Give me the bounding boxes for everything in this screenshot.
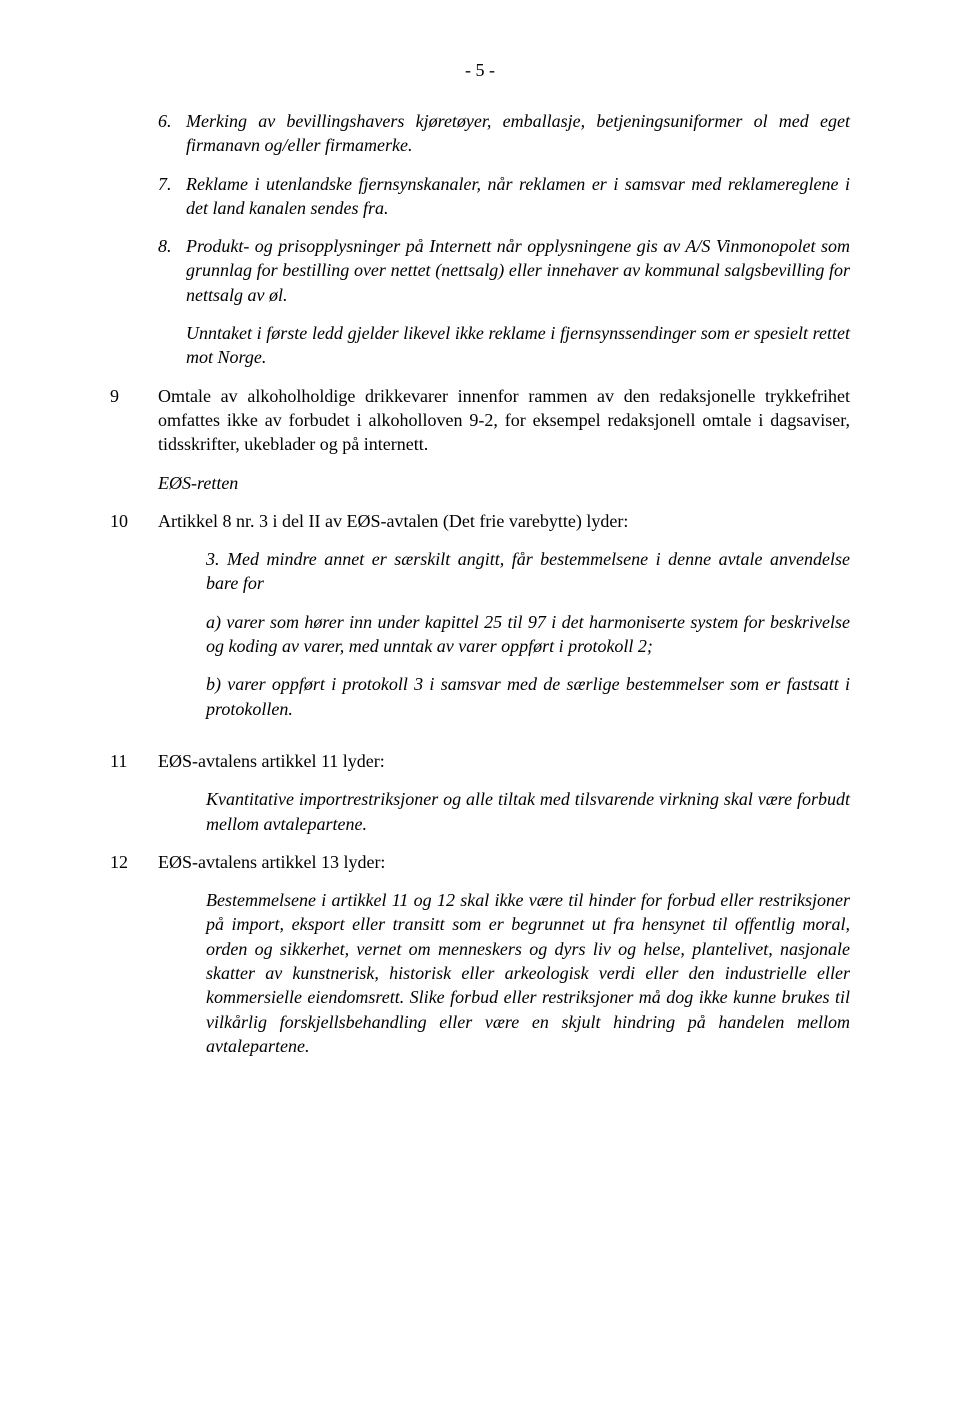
exception-list: 6. Merking av bevillingshavers kjøretøye… bbox=[110, 109, 850, 370]
paragraph-number: 11 bbox=[110, 749, 158, 773]
item-text: Reklame i utenlandske fjernsynskanaler, … bbox=[186, 172, 850, 221]
quote-body: 3. Med mindre annet er særskilt angitt, … bbox=[158, 547, 850, 735]
quote-block: Bestemmelsene i artikkel 11 og 12 skal i… bbox=[110, 888, 850, 1058]
list-item: 6. Merking av bevillingshavers kjøretøye… bbox=[158, 109, 850, 158]
paragraph-10: 10 Artikkel 8 nr. 3 i del II av EØS-avta… bbox=[110, 509, 850, 533]
paragraph-text: EØS-avtalens artikkel 13 lyder: bbox=[158, 850, 850, 874]
paragraph-text: EØS-avtalens artikkel 11 lyder: bbox=[158, 749, 850, 773]
item-text: Merking av bevillingshavers kjøretøyer, … bbox=[186, 109, 850, 158]
quote-item-a: a) varer som hører inn under kapittel 25… bbox=[206, 610, 850, 659]
paragraph-11: 11 EØS-avtalens artikkel 11 lyder: bbox=[110, 749, 850, 773]
item-text: Produkt- og prisopplysninger på Internet… bbox=[186, 234, 850, 307]
paragraph-number: 9 bbox=[110, 384, 158, 408]
paragraph-number: 10 bbox=[110, 509, 158, 533]
item-number: 6. bbox=[158, 109, 186, 133]
page-number: - 5 - bbox=[110, 60, 850, 81]
list-item: 7. Reklame i utenlandske fjernsynskanale… bbox=[158, 172, 850, 221]
quote-item-b: b) varer oppført i protokoll 3 i samsvar… bbox=[206, 672, 850, 721]
paragraph-text: Omtale av alkoholholdige drikkevarer inn… bbox=[158, 384, 850, 457]
quote-block: 3. Med mindre annet er særskilt angitt, … bbox=[110, 547, 850, 735]
paragraph-9: 9 Omtale av alkoholholdige drikkevarer i… bbox=[110, 384, 850, 457]
quote-text: Kvantitative importrestriksjoner og alle… bbox=[158, 787, 850, 836]
quote-block: Kvantitative importrestriksjoner og alle… bbox=[110, 787, 850, 836]
paragraph-text: Artikkel 8 nr. 3 i del II av EØS-avtalen… bbox=[158, 509, 850, 533]
quote-intro: 3. Med mindre annet er særskilt angitt, … bbox=[206, 547, 850, 596]
document-page: - 5 - 6. Merking av bevillingshavers kjø… bbox=[0, 0, 960, 1414]
quote-text: Bestemmelsene i artikkel 11 og 12 skal i… bbox=[158, 888, 850, 1058]
section-heading-row: EØS-retten bbox=[110, 471, 850, 495]
list-item: 8. Produkt- og prisopplysninger på Inter… bbox=[158, 234, 850, 307]
item-number: 7. bbox=[158, 172, 186, 196]
paragraph-number: 12 bbox=[110, 850, 158, 874]
exception-note: Unntaket i første ledd gjelder likevel i… bbox=[158, 321, 850, 370]
item-number: 8. bbox=[158, 234, 186, 258]
paragraph-12: 12 EØS-avtalens artikkel 13 lyder: bbox=[110, 850, 850, 874]
section-heading: EØS-retten bbox=[158, 471, 850, 495]
